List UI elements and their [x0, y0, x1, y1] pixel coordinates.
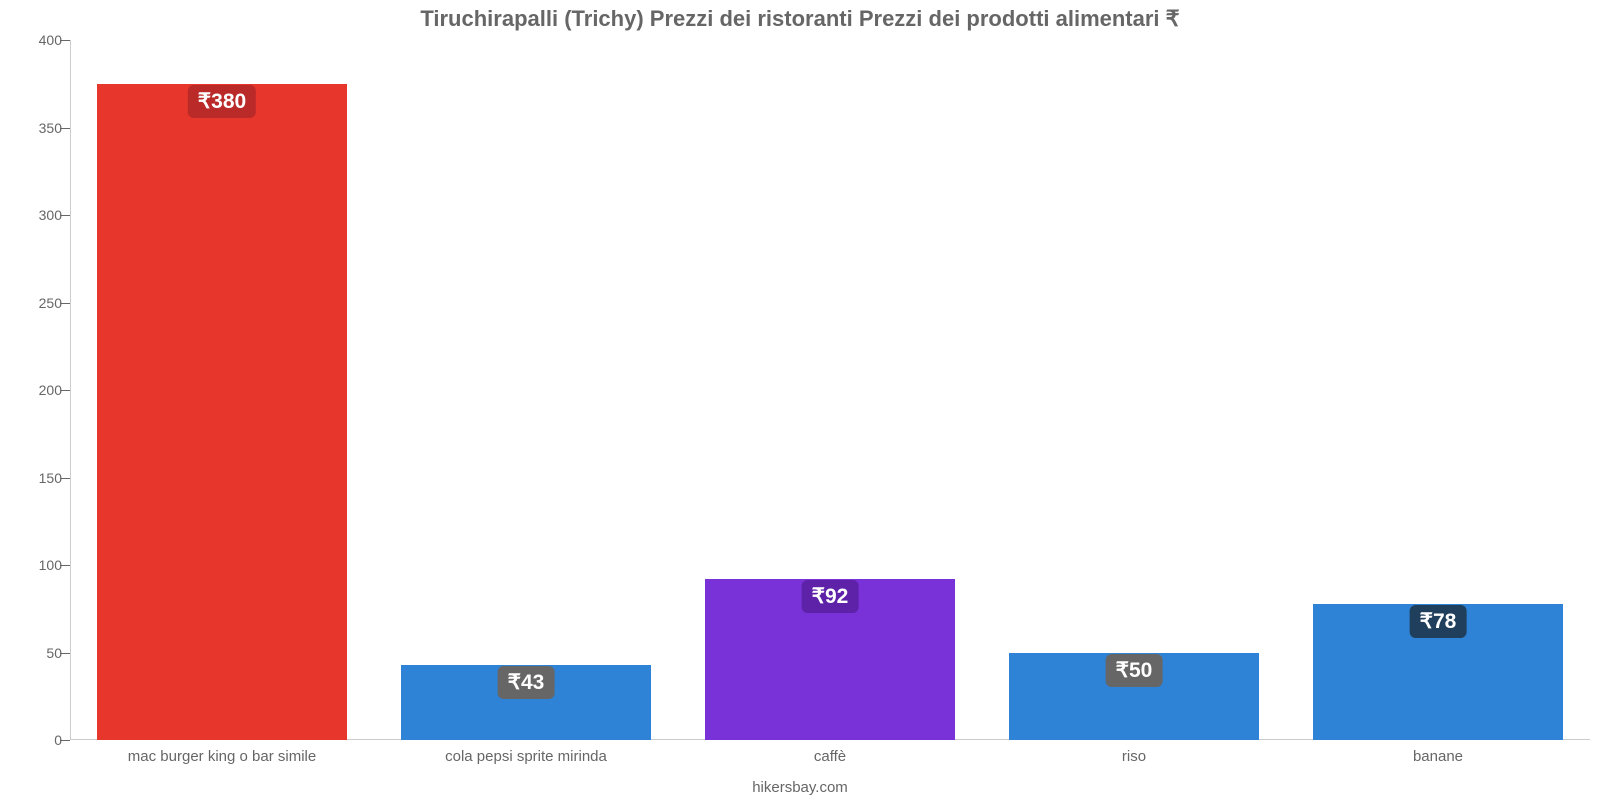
x-tick-label: mac burger king o bar simile [128, 748, 316, 765]
x-tick-label: banane [1413, 748, 1463, 765]
y-tick-label: 150 [39, 470, 62, 486]
bar: ₹50 [1009, 653, 1258, 741]
bar: ₹43 [401, 665, 650, 740]
x-tick-label: cola pepsi sprite mirinda [445, 748, 607, 765]
plot-area: 050100150200250300350400 ₹380₹43₹92₹50₹7… [70, 40, 1590, 740]
bars-layer: ₹380 ₹43 ₹92 ₹50 ₹78 [70, 40, 1590, 740]
y-tick-label: 250 [39, 295, 62, 311]
y-tick-label: 400 [39, 32, 62, 48]
bar-value-badge: ₹380 [188, 85, 256, 118]
bar: ₹92 [705, 579, 954, 740]
bar-value-badge: ₹78 [1410, 605, 1467, 638]
y-tick-label: 50 [46, 645, 62, 661]
bar-value-badge: ₹50 [1106, 654, 1163, 687]
x-tick-label: caffè [814, 748, 846, 765]
y-tick-label: 300 [39, 207, 62, 223]
bar-value-badge: ₹92 [802, 580, 859, 613]
bar-value-badge: ₹43 [498, 666, 555, 699]
y-tick-label: 0 [54, 732, 62, 748]
y-tick-label: 350 [39, 120, 62, 136]
bar: ₹380 [97, 84, 346, 740]
y-tick-label: 200 [39, 382, 62, 398]
x-tick-label: riso [1122, 748, 1146, 765]
chart-title: Tiruchirapalli (Trichy) Prezzi dei risto… [0, 6, 1600, 32]
y-tick-label: 100 [39, 557, 62, 573]
bar: ₹78 [1313, 604, 1562, 741]
chart-container: Tiruchirapalli (Trichy) Prezzi dei risto… [0, 0, 1600, 800]
credit-text: hikersbay.com [0, 779, 1600, 796]
